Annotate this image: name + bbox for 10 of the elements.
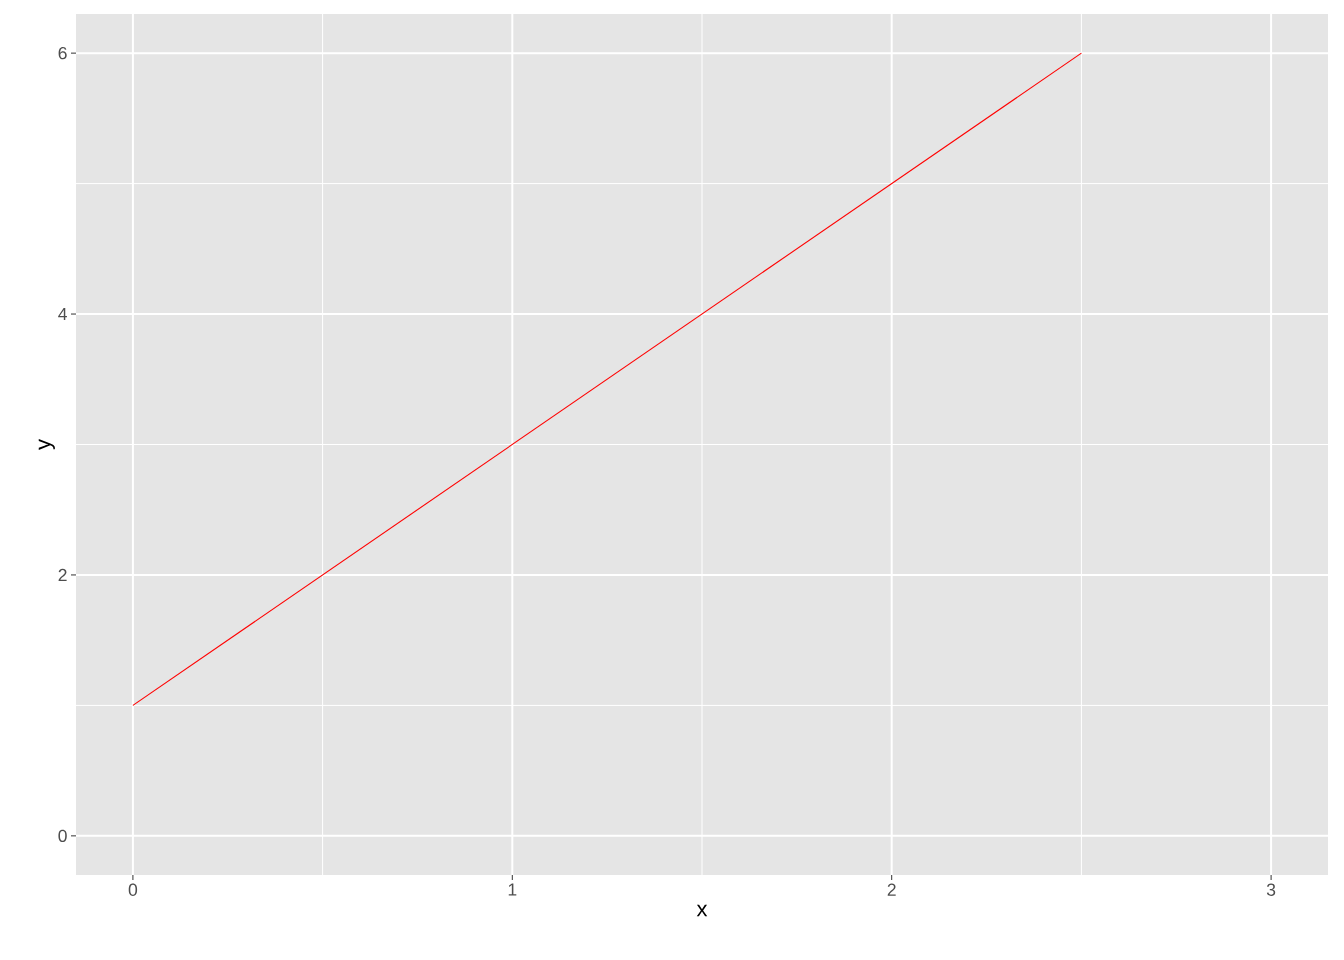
y-axis-title: y <box>38 439 55 450</box>
x-tick-label: 2 <box>887 883 896 896</box>
y-tick-label: 0 <box>58 829 67 843</box>
y-tick-label: 6 <box>58 46 67 60</box>
x-axis-title: x <box>696 904 708 917</box>
x-tick-label: 0 <box>128 883 138 896</box>
y-tick-label: 4 <box>58 308 67 321</box>
x-tick-label: 1 <box>508 883 517 896</box>
y-tick-label: 2 <box>58 568 67 582</box>
x-tick-label: 3 <box>1266 883 1276 896</box>
